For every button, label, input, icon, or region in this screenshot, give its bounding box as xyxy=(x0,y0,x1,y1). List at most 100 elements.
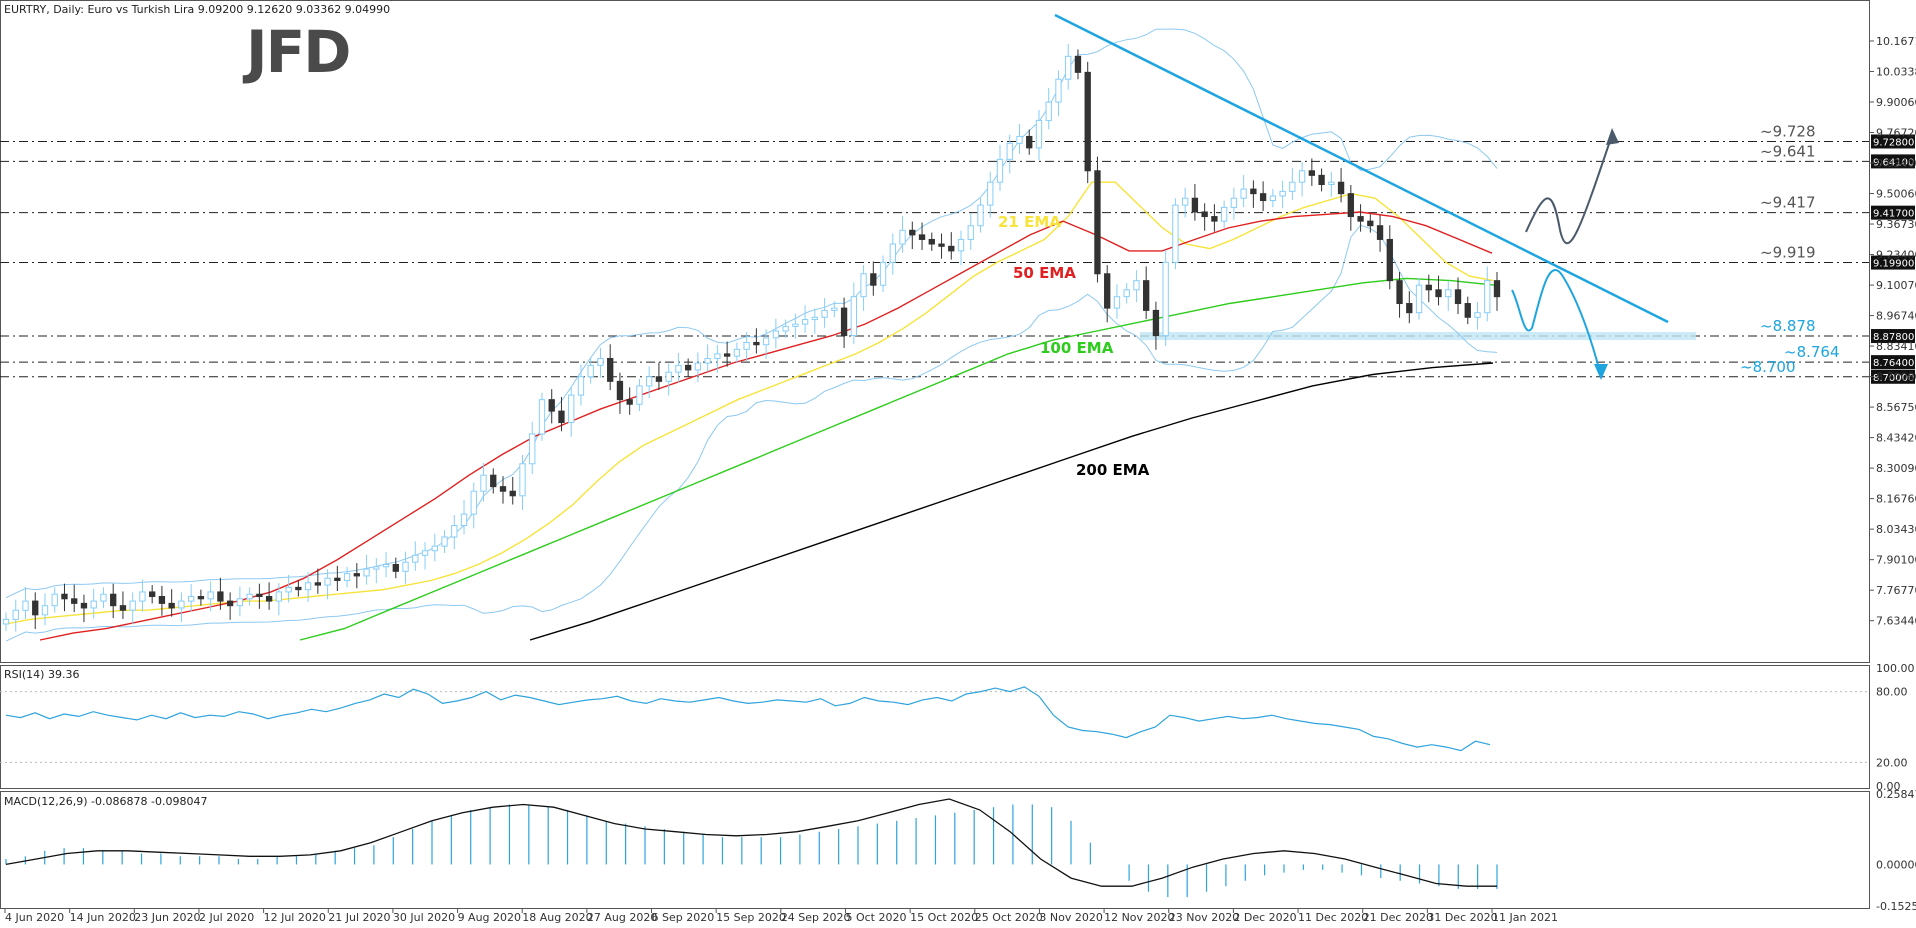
candle-body xyxy=(1474,312,1481,318)
candle-body xyxy=(334,577,341,581)
date-tick-label: 27 Aug 2020 xyxy=(587,911,657,924)
candle-body xyxy=(860,273,867,298)
candle-body xyxy=(1026,135,1033,149)
price-tick-label: 9.36730 xyxy=(1876,218,1916,231)
candle-body xyxy=(314,582,322,586)
rsi-panel: 100.00 80.00 20.00 0.00 xyxy=(0,662,1915,793)
level-label: ~8.700 xyxy=(1740,358,1796,376)
rsi-line xyxy=(5,686,1491,752)
candle-body xyxy=(158,596,166,604)
candle-body xyxy=(870,273,877,286)
candle-body xyxy=(149,591,156,598)
candle-body xyxy=(256,593,263,598)
candle-body xyxy=(431,545,438,552)
candle-body xyxy=(265,596,273,602)
candle-body xyxy=(1162,261,1169,337)
candle-body xyxy=(1308,170,1316,176)
candle-body xyxy=(694,362,702,371)
price-tick-label: 9.76720 xyxy=(1876,127,1916,140)
candle-body xyxy=(324,577,331,586)
candle-body xyxy=(1172,204,1179,263)
candle-body xyxy=(129,600,136,611)
rsi-tick-label: 100.00 xyxy=(1876,662,1915,675)
price-tick-label: 8.43420 xyxy=(1876,432,1916,445)
ema-lines xyxy=(5,181,1496,641)
level-label: ~9.919 xyxy=(1760,244,1816,262)
trendline-and-scenarios xyxy=(1054,13,1669,380)
candle-body xyxy=(168,602,175,609)
candle-body xyxy=(12,609,19,620)
candle-body xyxy=(840,307,848,337)
date-tick-label: 12 Nov 2020 xyxy=(1104,911,1174,924)
candle-body xyxy=(1425,284,1432,291)
bollinger-upper xyxy=(5,28,1498,599)
date-tick-label: 25 Oct 2020 xyxy=(975,911,1043,924)
candle-body xyxy=(1230,197,1238,208)
date-tick-label: 3 Nov 2020 xyxy=(1039,911,1102,924)
candle-body xyxy=(480,474,487,492)
candle-body xyxy=(139,591,146,602)
candle-body xyxy=(607,357,614,382)
level-price-tag-text: 9.64100 xyxy=(1873,157,1914,168)
price-tick-label: 7.90100 xyxy=(1876,554,1916,567)
date-tick-label: 5 Oct 2020 xyxy=(845,911,906,924)
date-tick-label: 4 Jun 2020 xyxy=(5,911,64,924)
candle-body xyxy=(285,586,292,593)
candle-body xyxy=(1396,280,1403,305)
main-panel-frame xyxy=(0,0,1870,663)
rsi-panel-frame xyxy=(0,665,1870,789)
candle-body xyxy=(1240,188,1247,199)
date-tick-label: 31 Dec 2020 xyxy=(1427,911,1497,924)
price-tick-label: 8.70080 xyxy=(1876,371,1916,384)
candle-body xyxy=(1074,55,1082,73)
candle-body xyxy=(675,364,682,373)
candle-body xyxy=(1269,195,1277,202)
candle-body xyxy=(665,371,672,382)
candle-body xyxy=(636,385,643,405)
candle-body xyxy=(1123,289,1130,298)
candle-body xyxy=(22,600,29,611)
candle-body xyxy=(343,573,351,581)
bearish-scenario-path xyxy=(1511,269,1601,373)
price-tick-label: 9.10070 xyxy=(1876,279,1916,292)
candle-body xyxy=(1464,303,1471,318)
candle-body xyxy=(529,433,536,465)
ema-annotation: 21 EMA xyxy=(998,213,1061,231)
date-tick-label: 23 Nov 2020 xyxy=(1169,911,1239,924)
candle-body xyxy=(80,602,88,609)
horizontal-levels: ~9.728 9.72800 ~9.641 9.64100 ~9.417 9.41700 ~… xyxy=(0,122,1915,384)
candle-body xyxy=(1133,280,1140,291)
candle-body xyxy=(490,474,497,488)
price-tick-label: 9.90060 xyxy=(1876,96,1916,109)
candle-body xyxy=(762,337,770,346)
candle-body xyxy=(207,591,214,600)
candle-body xyxy=(558,410,565,424)
ema-line-100 xyxy=(299,277,1496,641)
candle-body xyxy=(616,380,624,401)
candle-body xyxy=(1016,135,1023,144)
candle-body xyxy=(850,296,857,337)
candle-body xyxy=(304,582,312,591)
candle-body xyxy=(1250,188,1257,195)
level-price-tag xyxy=(1871,154,1915,169)
candle-body xyxy=(821,309,828,318)
candle-body xyxy=(889,243,896,263)
candle-body xyxy=(353,573,360,577)
candle-body xyxy=(1454,289,1462,305)
candle-body xyxy=(1065,55,1072,80)
macd-tick-label: 0.000000 xyxy=(1876,858,1916,871)
candle-body xyxy=(1367,220,1374,227)
date-tick-label: 14 Jun 2020 xyxy=(70,911,136,924)
level-price-tag-text: 8.76400 xyxy=(1873,358,1914,369)
support-zone xyxy=(1140,332,1696,341)
candle-body xyxy=(782,325,789,332)
macd-tick-label: 0.258474 xyxy=(1876,788,1916,801)
candle-body xyxy=(41,605,49,616)
level-price-tag xyxy=(1871,355,1915,370)
date-tick-label: 2 Jul 2020 xyxy=(199,911,254,924)
candle-body xyxy=(714,353,721,359)
candle-body xyxy=(899,229,906,245)
